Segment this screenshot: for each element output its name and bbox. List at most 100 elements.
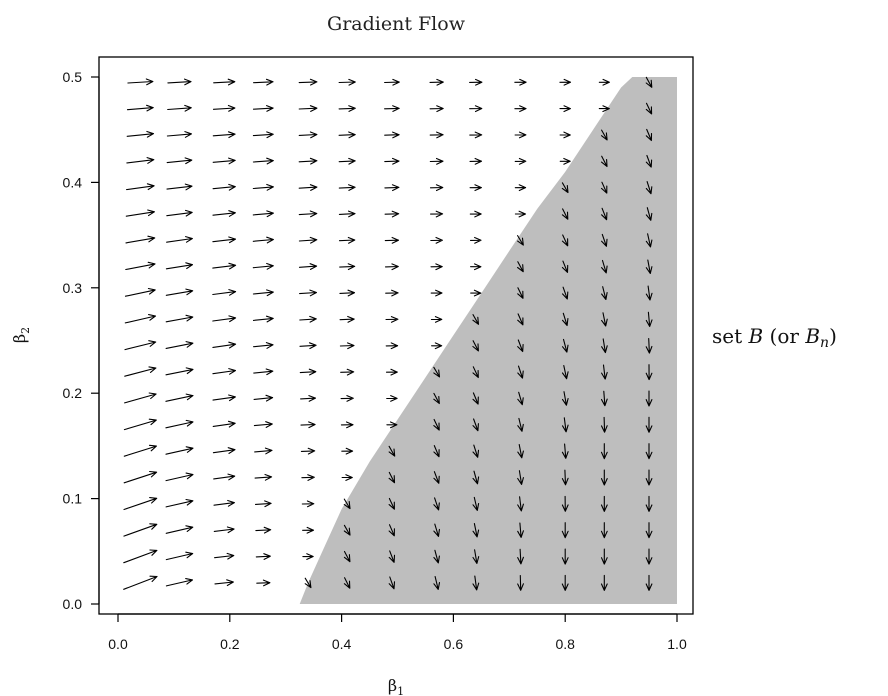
arrow-12-14 (645, 207, 653, 221)
arrow-1-18 (167, 104, 192, 112)
arrow-2-15 (212, 183, 236, 191)
arrow-6-15 (384, 184, 400, 192)
arrow-3-4 (254, 473, 273, 481)
arrow-12-0 (645, 574, 653, 591)
arrow-8-18 (469, 105, 483, 113)
arrow-3-6 (253, 421, 273, 428)
arrow-8-2 (472, 523, 480, 538)
arrow-8-14 (469, 210, 482, 218)
arrow-5-7 (340, 395, 354, 402)
arrow-0-4 (123, 470, 158, 484)
arrow-12-19 (645, 76, 653, 88)
arrow-2-3 (213, 499, 235, 507)
arrow-4-15 (298, 184, 318, 191)
y-axis-label-base: β (10, 334, 29, 343)
arrow-11-12 (601, 259, 608, 274)
arrow-2-2 (213, 526, 235, 534)
arrow-2-6 (212, 420, 236, 428)
arrow-3-16 (252, 157, 274, 165)
arrow-10-10 (561, 312, 569, 327)
arrow-5-0 (343, 577, 351, 589)
set-B-annotation-sub: n (820, 335, 829, 351)
arrow-4-0 (304, 577, 312, 589)
arrow-9-2 (517, 522, 524, 538)
arrow-11-5 (600, 443, 608, 460)
arrow-2-17 (212, 131, 236, 139)
arrow-12-15 (645, 181, 653, 195)
arrow-6-14 (384, 210, 400, 218)
arrow-7-0 (433, 575, 441, 590)
arrow-5-5 (341, 447, 354, 455)
arrow-4-9 (299, 342, 317, 350)
arrow-0-11 (124, 287, 156, 297)
arrow-0-13 (125, 235, 156, 244)
arrow-4-8 (299, 368, 317, 376)
arrow-12-6 (645, 416, 653, 433)
arrow-12-13 (645, 233, 653, 248)
arrow-6-19 (384, 78, 400, 86)
arrow-9-16 (514, 157, 527, 165)
arrow-0-2 (123, 523, 158, 537)
arrow-1-6 (165, 419, 194, 429)
x-axis-label: β1 (388, 676, 404, 696)
y-tick-label-4: 0.4 (63, 174, 83, 190)
arrow-2-13 (212, 236, 237, 244)
arrow-5-11 (339, 289, 356, 297)
arrow-4-7 (300, 395, 317, 402)
arrow-0-10 (124, 314, 157, 324)
set-B-annotation: set B (or Bn) (712, 324, 837, 351)
arrow-10-2 (561, 522, 569, 539)
arrow-5-10 (339, 315, 355, 323)
x-axis-label-base: β (388, 676, 397, 695)
arrow-10-11 (561, 286, 569, 300)
y-axis-label: β2 (10, 327, 32, 343)
arrow-7-8 (433, 366, 441, 378)
arrow-6-11 (385, 289, 399, 297)
arrow-0-6 (123, 418, 157, 431)
arrow-9-11 (517, 287, 524, 299)
x-axis-label-sub: 1 (397, 685, 404, 696)
arrow-1-4 (165, 472, 194, 482)
arrow-8-10 (472, 314, 480, 325)
x-tick-label-3: 0.6 (444, 636, 464, 652)
x-tick-label-2: 0.4 (332, 636, 352, 652)
arrow-11-2 (600, 522, 608, 539)
arrow-9-9 (517, 339, 524, 353)
arrow-1-12 (165, 262, 194, 270)
arrow-3-9 (253, 342, 274, 349)
arrow-8-0 (472, 575, 480, 591)
arrow-5-2 (343, 524, 351, 536)
x-axis: 0.0 0.2 0.4 0.6 0.8 1.0 (108, 613, 687, 652)
x-tick-label-4: 0.8 (555, 636, 575, 652)
arrow-10-1 (561, 548, 569, 565)
arrow-3-1 (255, 553, 271, 560)
arrow-12-5 (645, 443, 653, 460)
arrow-12-11 (645, 285, 653, 301)
arrow-10-6 (561, 417, 569, 433)
arrow-2-9 (212, 341, 237, 349)
arrow-8-6 (472, 418, 479, 432)
arrow-12-7 (645, 390, 653, 407)
arrow-2-12 (212, 262, 237, 270)
arrow-6-2 (388, 524, 395, 537)
arrow-6-8 (385, 368, 398, 376)
arrow-11-11 (601, 286, 608, 301)
arrow-5-6 (340, 421, 354, 429)
arrow-4-14 (298, 210, 318, 218)
arrow-0-16 (126, 157, 155, 164)
arrow-2-7 (212, 394, 236, 402)
arrow-4-10 (299, 315, 317, 323)
arrow-0-12 (125, 261, 156, 271)
vector-field-arrows (123, 76, 653, 591)
arrow-12-2 (645, 522, 653, 539)
arrow-6-16 (384, 157, 400, 165)
arrow-5-3 (343, 498, 351, 510)
arrow-2-4 (213, 473, 236, 481)
arrow-3-12 (252, 262, 274, 270)
arrow-10-9 (561, 338, 569, 353)
arrow-5-13 (338, 236, 356, 244)
arrow-9-6 (517, 417, 524, 432)
arrow-3-7 (253, 394, 274, 402)
arrow-12-18 (645, 102, 653, 115)
arrow-12-1 (645, 548, 653, 565)
